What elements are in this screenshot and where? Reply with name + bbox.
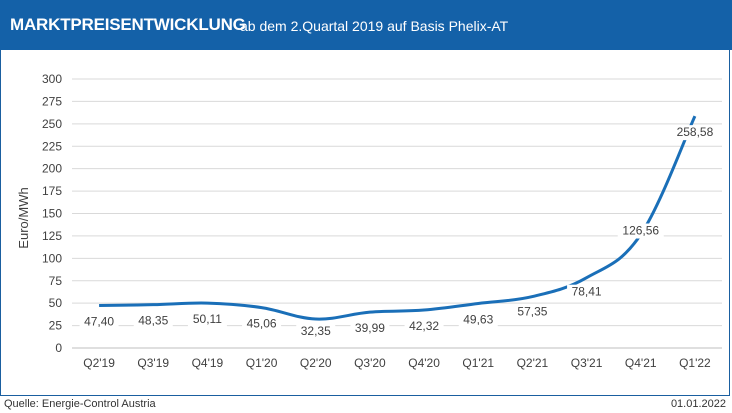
data-label: 258,58: [677, 125, 714, 139]
data-label-background: [242, 316, 282, 332]
x-axis-ticks: Q2'19 Q3'19 Q4'19 Q1'20 Q2'20 Q3'20 Q4'20 Q1'21…: [83, 356, 711, 370]
y-tick-label: 50: [49, 296, 63, 310]
x-tick-label: Q1'20: [246, 356, 278, 370]
y-tick-label: 250: [42, 117, 62, 131]
x-tick-label: Q1'21: [462, 356, 494, 370]
data-point: [422, 308, 426, 312]
data-label-background: [133, 313, 173, 329]
data-point: [314, 317, 318, 321]
y-tick-label: 100: [42, 251, 62, 265]
y-axis-label: Euro/MWh: [16, 187, 31, 248]
data-label: 32,35: [301, 324, 331, 338]
y-tick-label: 175: [42, 184, 62, 198]
data-label-background: [404, 319, 444, 335]
data-label-background: [671, 125, 718, 141]
data-label-background: [79, 314, 119, 330]
x-tick-label: Q4'19: [192, 356, 224, 370]
x-tick-label: Q2'19: [83, 356, 115, 370]
data-label-background: [512, 304, 552, 320]
data-label: 78,41: [572, 285, 602, 299]
data-label-background: [187, 312, 227, 328]
footer-date: 01.01.2022: [670, 398, 726, 410]
data-label: 42,32: [409, 319, 439, 333]
x-tick-label: Q2'20: [300, 356, 332, 370]
x-tick-label: Q2'21: [517, 356, 549, 370]
data-point: [260, 306, 264, 310]
chart-title: MARKTPREISENTWICKLUNG: [10, 15, 246, 34]
data-label: 39,99: [355, 321, 385, 335]
x-tick-label: Q3'20: [354, 356, 386, 370]
y-tick-label: 200: [42, 162, 62, 176]
y-tick-label: 25: [49, 319, 63, 333]
data-label: 57,35: [517, 305, 547, 319]
y-tick-label: 300: [42, 72, 62, 86]
data-label: 50,11: [193, 312, 222, 326]
y-tick-label: 75: [49, 274, 63, 288]
data-label-background: [350, 321, 390, 337]
x-tick-label: Q3'21: [571, 356, 603, 370]
data-point: [97, 303, 101, 307]
data-point: [368, 310, 372, 314]
data-label: 126,56: [622, 224, 659, 238]
data-point: [151, 303, 155, 307]
line-chart: 0 25 50 75 100 125 150 175 200 225 250 275 300 Q2'19…: [16, 72, 722, 370]
data-point: [585, 276, 589, 280]
data-point: [693, 114, 697, 118]
data-label: 49,63: [463, 312, 493, 326]
data-labels: 47,40 48,35 50,11 45,06 32,35 39,99 42,32 49,63…: [79, 114, 718, 339]
source-note: Quelle: Energie-Control Austria: [4, 398, 156, 410]
data-label: 47,40: [84, 314, 114, 328]
data-label-background: [458, 312, 498, 328]
x-tick-label: Q1'22: [679, 356, 711, 370]
data-label-background: [296, 323, 336, 339]
data-label-background: [617, 223, 664, 239]
y-tick-label: 125: [42, 229, 62, 243]
y-axis-ticks: 0 25 50 75 100 125 150 175 200 225 250 275 300: [42, 72, 62, 355]
y-tick-label: 225: [42, 139, 62, 153]
data-point: [205, 301, 209, 305]
grid-lines: [72, 78, 722, 349]
chart-header: MARKTPREISENTWICKLUNG ab dem 2.Quartal 2…: [0, 0, 732, 50]
data-point: [530, 295, 534, 299]
y-tick-label: 275: [42, 94, 62, 108]
y-tick-label: 0: [55, 341, 62, 355]
data-label-background: [567, 284, 607, 300]
x-tick-label: Q4'21: [625, 356, 657, 370]
data-label: 45,06: [247, 317, 277, 331]
series-line: [99, 115, 697, 321]
data-label: 48,35: [138, 314, 168, 328]
y-tick-label: 150: [42, 207, 62, 221]
x-tick-label: Q4'20: [408, 356, 440, 370]
chart-subtitle: ab dem 2.Quartal 2019 auf Basis Phelix-A…: [240, 18, 509, 34]
x-tick-label: Q3'19: [137, 356, 169, 370]
data-point: [476, 301, 480, 305]
